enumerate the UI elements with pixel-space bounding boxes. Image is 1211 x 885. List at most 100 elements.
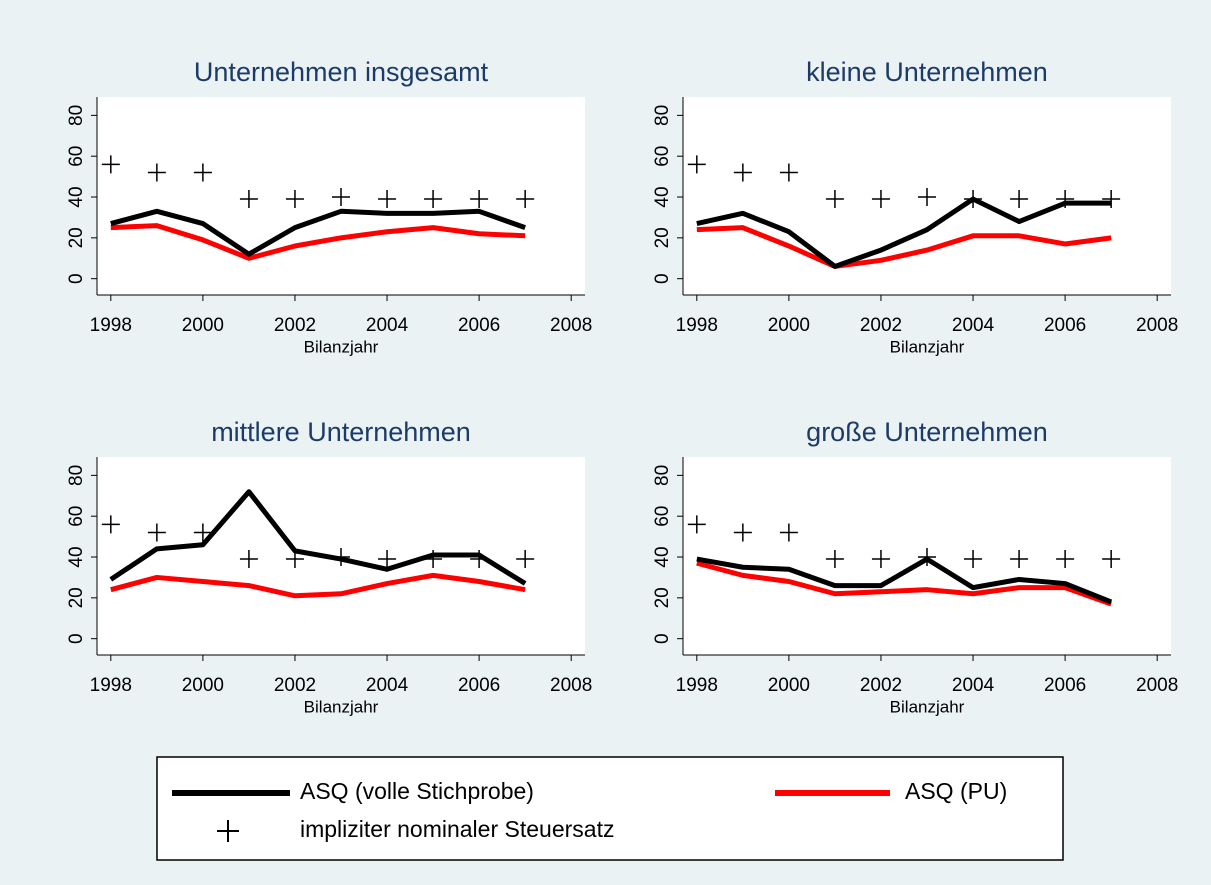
y-tick-label: 0 bbox=[652, 633, 673, 644]
plus-marker bbox=[1056, 190, 1075, 209]
plus-marker bbox=[147, 163, 166, 182]
x-tick-label: 1998 bbox=[676, 675, 718, 696]
plus-marker bbox=[378, 190, 397, 209]
legend-box bbox=[156, 756, 1064, 861]
x-tick-label: 2000 bbox=[182, 315, 224, 336]
plus-marker bbox=[285, 550, 304, 569]
y-tick-label: 60 bbox=[652, 146, 673, 167]
x-axis-label: Bilanzjahr bbox=[890, 337, 965, 356]
y-tick-label: 0 bbox=[66, 273, 87, 284]
series-line bbox=[696, 556, 1113, 605]
y-tick-label: 80 bbox=[652, 465, 673, 486]
x-tick-label: 1998 bbox=[676, 315, 718, 336]
series-line bbox=[110, 572, 526, 599]
y-tick-label: 20 bbox=[652, 587, 673, 608]
y-tick-label: 60 bbox=[66, 506, 87, 527]
x-tick-label: 2002 bbox=[274, 675, 316, 696]
x-tick-label: 2006 bbox=[1044, 675, 1086, 696]
series-line bbox=[110, 208, 526, 257]
y-tick-label: 40 bbox=[652, 546, 673, 567]
x-tick-label: 2008 bbox=[1136, 675, 1178, 696]
series-line bbox=[696, 196, 1112, 269]
chart-title: große Unternehmen bbox=[806, 417, 1048, 447]
plus-marker bbox=[239, 190, 258, 209]
y-tick-label: 40 bbox=[66, 186, 87, 207]
plus-marker bbox=[964, 190, 983, 209]
plus-marker bbox=[1010, 550, 1029, 569]
series-line bbox=[696, 560, 1112, 607]
x-axis-label: Bilanzjahr bbox=[304, 337, 379, 356]
x-tick-label: 2002 bbox=[860, 675, 902, 696]
plus-marker bbox=[332, 188, 350, 207]
x-tick-label: 2008 bbox=[1136, 315, 1178, 336]
y-tick-label: 80 bbox=[66, 105, 87, 126]
plus-marker bbox=[733, 523, 752, 542]
y-tick-label: 80 bbox=[66, 465, 87, 486]
plus-marker bbox=[101, 515, 120, 534]
legend-swatch bbox=[217, 820, 239, 842]
y-tick-label: 0 bbox=[66, 633, 87, 644]
plus-marker bbox=[779, 163, 798, 182]
plus-marker bbox=[871, 190, 890, 209]
legend-label: ASQ (volle Stichprobe) bbox=[300, 778, 534, 804]
x-tick-label: 2008 bbox=[550, 315, 592, 336]
x-tick-label: 2000 bbox=[182, 675, 224, 696]
plus-marker bbox=[733, 163, 752, 182]
plus-marker bbox=[332, 548, 350, 567]
plus-marker bbox=[193, 523, 212, 542]
x-tick-label: 2006 bbox=[458, 315, 500, 336]
plus-marker bbox=[193, 163, 212, 182]
plus-marker bbox=[1102, 550, 1121, 569]
x-tick-label: 2000 bbox=[768, 315, 810, 336]
plus-marker bbox=[101, 155, 120, 174]
x-tick-label: 2002 bbox=[274, 315, 316, 336]
plus-marker bbox=[964, 550, 983, 569]
x-tick-label: 1998 bbox=[90, 675, 132, 696]
plus-marker bbox=[378, 550, 397, 569]
x-tick-label: 2004 bbox=[952, 315, 995, 336]
x-tick-label: 1998 bbox=[90, 315, 132, 336]
y-tick-label: 40 bbox=[66, 546, 87, 567]
x-axis-label: Bilanzjahr bbox=[890, 697, 965, 716]
plus-marker bbox=[516, 550, 535, 569]
plus-marker bbox=[285, 190, 304, 209]
plus-marker bbox=[516, 190, 535, 209]
y-tick-label: 80 bbox=[652, 105, 673, 126]
plus-marker bbox=[1010, 190, 1029, 209]
series-line bbox=[109, 489, 527, 586]
plus-marker bbox=[424, 550, 443, 569]
x-tick-label: 2004 bbox=[952, 675, 995, 696]
plus-marker bbox=[779, 523, 798, 542]
x-tick-label: 2006 bbox=[458, 675, 500, 696]
plus-marker bbox=[871, 550, 890, 569]
x-tick-label: 2000 bbox=[768, 675, 810, 696]
series-line bbox=[110, 223, 526, 261]
legend-label: impliziter nominaler Steuersatz bbox=[300, 816, 614, 842]
x-axis-label: Bilanzjahr bbox=[304, 697, 379, 716]
plus-marker bbox=[918, 548, 936, 567]
y-tick-label: 0 bbox=[652, 273, 673, 284]
plus-marker bbox=[470, 190, 489, 209]
y-tick-label: 20 bbox=[652, 227, 673, 248]
chart-title: mittlere Unternehmen bbox=[211, 417, 471, 447]
plus-marker bbox=[470, 550, 489, 569]
chart-title: kleine Unternehmen bbox=[806, 57, 1048, 87]
y-tick-label: 60 bbox=[652, 506, 673, 527]
plus-marker bbox=[239, 550, 258, 569]
plus-marker bbox=[147, 523, 166, 542]
y-tick-label: 20 bbox=[66, 227, 87, 248]
y-tick-label: 40 bbox=[652, 186, 673, 207]
y-tick-label: 20 bbox=[66, 587, 87, 608]
plus-marker bbox=[424, 190, 443, 209]
x-tick-label: 2002 bbox=[860, 315, 902, 336]
plus-marker bbox=[687, 515, 706, 534]
x-tick-label: 2006 bbox=[1044, 315, 1086, 336]
plus-marker bbox=[918, 188, 936, 207]
chart-title: Unternehmen insgesamt bbox=[194, 57, 489, 87]
plus-marker bbox=[825, 190, 844, 209]
x-tick-label: 2008 bbox=[550, 675, 592, 696]
plus-marker bbox=[1102, 190, 1121, 209]
plus-marker bbox=[1056, 550, 1075, 569]
plus-marker bbox=[687, 155, 706, 174]
